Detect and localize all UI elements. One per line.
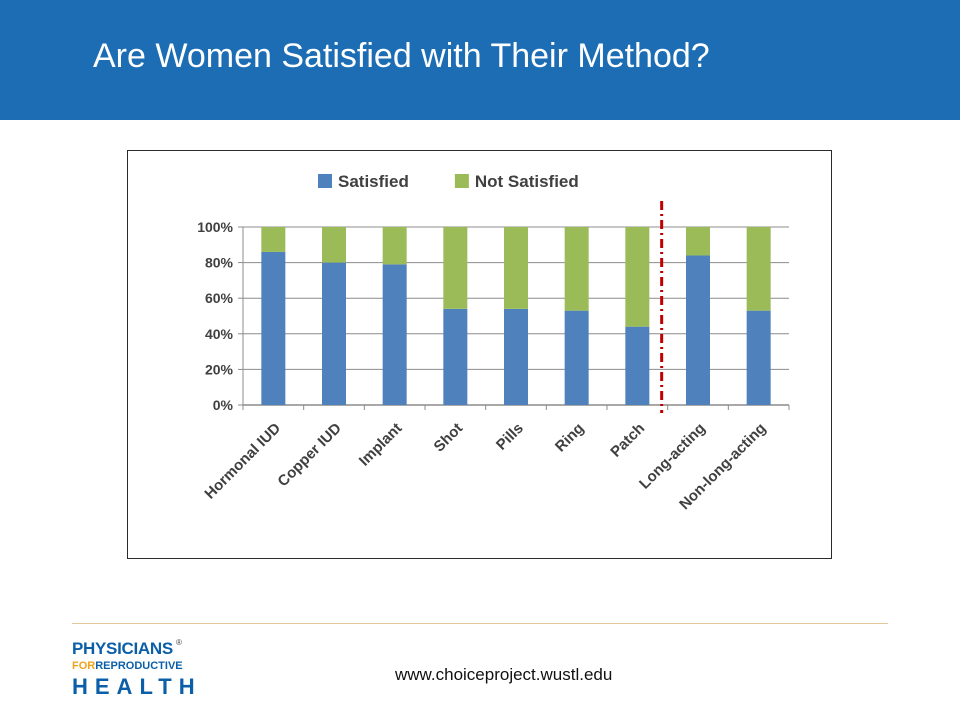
bar-not-satisfied (746, 227, 771, 311)
slide-title: Are Women Satisfied with Their Method? (93, 37, 710, 75)
bar-not-satisfied (564, 227, 589, 311)
y-tick-label: 0% (213, 397, 234, 413)
bar-satisfied (443, 308, 468, 405)
physicians-for-reproductive-health-logo: PHYSICIANS FORREPRODUCTIVE HEALTH ® (72, 638, 195, 704)
x-category-label: Ring (552, 420, 588, 456)
x-category-label: Patch (607, 420, 648, 461)
bar-not-satisfied (322, 227, 346, 263)
legend-label-not-satisfied: Not Satisfied (475, 172, 579, 191)
legend-label-satisfied: Satisfied (338, 172, 409, 191)
bar-not-satisfied (382, 227, 407, 265)
bar-satisfied (625, 326, 650, 405)
y-tick-label: 60% (205, 290, 234, 306)
logo-line-reproductive: FORREPRODUCTIVE (72, 659, 183, 673)
bar-satisfied (564, 310, 589, 405)
bar-satisfied (686, 255, 710, 405)
logo-line-physicians: PHYSICIANS (72, 639, 173, 658)
bar-satisfied (261, 251, 286, 405)
logo-reproductive: REPRODUCTIVE (95, 660, 183, 672)
logo-for: FOR (72, 660, 96, 672)
y-tick-label: 40% (205, 326, 234, 342)
chart-frame: 0% 20% 40% 60% 80% 100% Hormonal IUD Copper IUD… (127, 150, 832, 559)
y-tick-label: 100% (197, 219, 233, 235)
x-category-label: Hormonal IUD (201, 420, 284, 503)
legend-swatch-satisfied (318, 174, 332, 188)
bar-not-satisfied (625, 227, 650, 327)
footer-url: www.choiceproject.wustl.edu (395, 665, 613, 684)
bar-satisfied (504, 308, 528, 405)
logo-line-health: HEALTH (72, 674, 202, 699)
x-category-label: Shot (431, 420, 467, 456)
bar-not-satisfied (686, 227, 710, 256)
footer-divider (72, 623, 888, 624)
title-bar: Are Women Satisfied with Their Method? (0, 0, 960, 120)
registered-mark: ® (176, 638, 182, 647)
legend-swatch-not-satisfied (454, 174, 469, 188)
bar-not-satisfied (504, 227, 528, 309)
x-category-label: Pills (493, 420, 527, 454)
bar-satisfied (746, 310, 771, 405)
y-tick-label: 80% (205, 255, 234, 271)
bar-satisfied (322, 262, 346, 405)
y-tick-label: 20% (205, 361, 234, 377)
bar-not-satisfied (443, 227, 468, 309)
bar-satisfied (382, 264, 407, 405)
x-category-label: Implant (356, 420, 406, 470)
bar-not-satisfied (261, 227, 286, 252)
x-category-label: Copper IUD (274, 420, 344, 490)
